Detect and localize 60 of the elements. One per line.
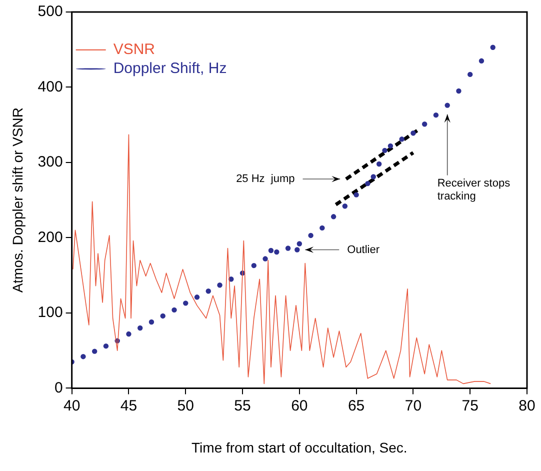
y-tick-label: 400 [38, 78, 63, 96]
x-tick-label: 40 [63, 397, 80, 414]
point [148, 319, 154, 325]
point [468, 72, 473, 78]
point [126, 331, 132, 337]
point [285, 246, 291, 251]
x-tick-label: 70 [404, 397, 422, 414]
point [92, 348, 98, 354]
y-tick-label: 500 [38, 3, 63, 20]
y-tick-label: 200 [38, 228, 63, 246]
point [478, 58, 484, 64]
point [296, 241, 302, 246]
point [172, 307, 177, 313]
point [160, 313, 166, 319]
annotation: Receiver stops tracking [437, 177, 511, 202]
x-tick-label: 45 [120, 397, 138, 414]
point [410, 130, 416, 136]
point [376, 161, 382, 167]
point [320, 225, 325, 231]
point [138, 325, 143, 331]
point [422, 122, 428, 127]
legend-label: VSNR [113, 41, 156, 58]
annotation: Outlier [347, 244, 380, 256]
point [382, 148, 388, 154]
y-tick-label: 300 [38, 154, 63, 171]
point [262, 256, 268, 262]
legend-label: Doppler Shift, Hz [113, 60, 227, 78]
point [103, 343, 109, 349]
point [433, 112, 439, 118]
point [308, 232, 314, 238]
point [294, 247, 300, 252]
point [217, 282, 222, 288]
point [80, 354, 86, 360]
point [194, 294, 200, 300]
point [183, 300, 188, 306]
x-tick-label: 65 [348, 397, 365, 414]
y-tick-label: 100 [38, 304, 63, 322]
x-tick-label: 80 [518, 397, 536, 414]
x-tick-label: 75 [462, 397, 478, 414]
y-axis-title: Atmos. Doppler shift or VSNR [9, 108, 26, 293]
x-tick-label: 55 [234, 397, 251, 414]
annotation: 25 Hz jump [236, 173, 295, 186]
point [370, 174, 376, 180]
point [456, 88, 462, 94]
point [365, 180, 370, 186]
point [274, 249, 280, 255]
point [251, 262, 256, 268]
point [388, 143, 394, 149]
x-tick-label: 60 [291, 397, 308, 414]
point [354, 192, 359, 198]
point [444, 102, 450, 108]
y-tick-label: 0 [54, 379, 63, 396]
x-axis-title: Time from start of occultation, Sec. [192, 439, 408, 456]
point [268, 248, 274, 254]
point [330, 214, 336, 220]
point [206, 288, 211, 294]
point [490, 44, 496, 50]
point [342, 204, 348, 209]
point [399, 136, 404, 142]
x-tick-label: 50 [177, 397, 194, 414]
